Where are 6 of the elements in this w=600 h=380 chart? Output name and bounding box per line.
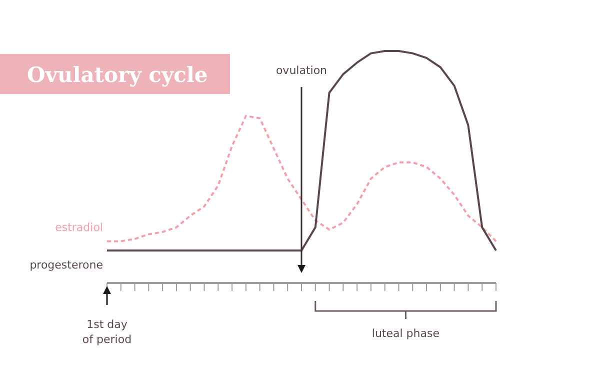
annotation: ovulation: [276, 64, 328, 77]
series-label: estradiol: [55, 221, 103, 234]
text: 1st day of period: [82, 318, 132, 346]
text: Ovulatory cycle: [27, 62, 208, 87]
text: luteal phase: [372, 327, 440, 340]
series-label: progesterone: [30, 258, 104, 272]
